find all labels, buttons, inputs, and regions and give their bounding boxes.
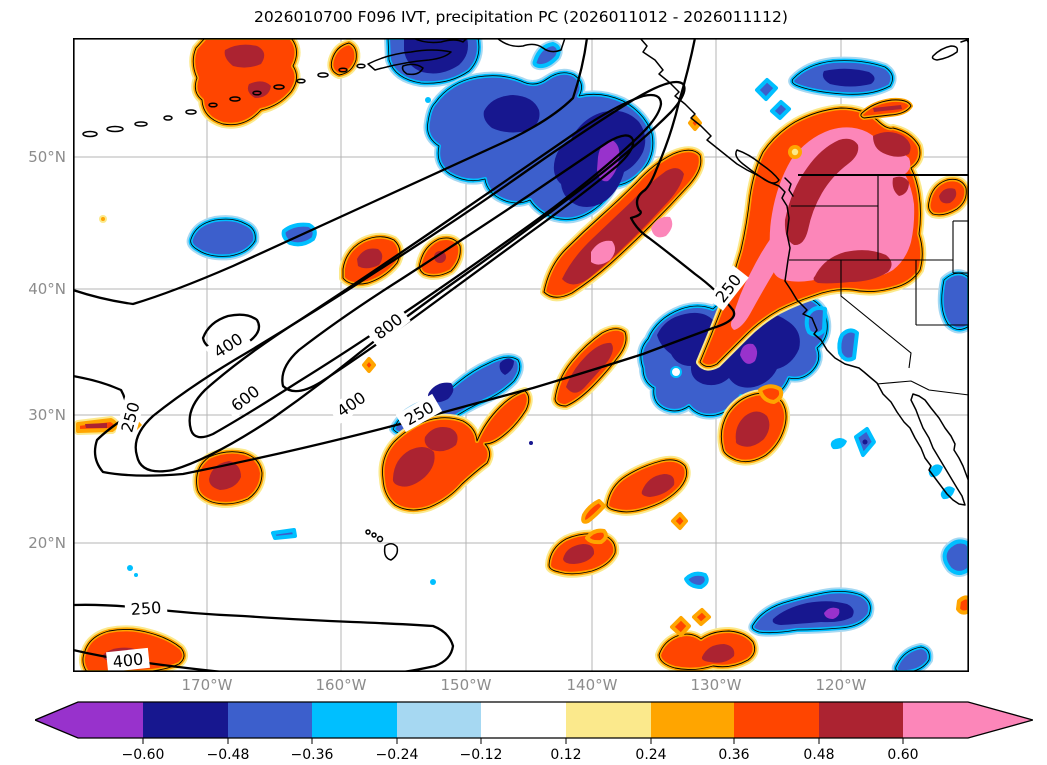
colorbar-seg-9 <box>819 702 903 738</box>
colorbar-seg-5 <box>481 702 566 738</box>
lon-tick-160w: 160°W <box>315 676 367 694</box>
colorbar-seg-6 <box>566 702 651 738</box>
lon-tick-130w: 130°W <box>690 676 742 694</box>
cbar-label-2: −0.36 <box>291 747 334 763</box>
lon-tick-140w: 140°W <box>566 676 618 694</box>
cbar-label-7: 0.36 <box>718 747 749 763</box>
cbar-label-6: 0.24 <box>635 747 666 763</box>
colorbar-ticks <box>142 738 904 744</box>
lat-tick-20n: 20°N <box>28 534 66 552</box>
colorbar-canvas: −0.60 −0.48 −0.36 −0.24 −0.12 0.12 0.24 … <box>33 701 1036 763</box>
lat-tick-50n: 50°N <box>28 148 66 166</box>
ivt-contour-250-north <box>71 36 589 306</box>
cbar-label-3: −0.24 <box>376 747 419 763</box>
chart-title: 2026010700 F096 IVT, precipitation PC (2… <box>254 8 788 26</box>
colorbar-tick-labels: −0.60 −0.48 −0.36 −0.24 −0.12 0.12 0.24 … <box>122 747 919 763</box>
contour-label-250-south: 250 <box>130 598 162 619</box>
colorbar-seg-7 <box>651 702 734 738</box>
colorbar-seg-2 <box>228 702 312 738</box>
cbar-label-9: 0.60 <box>887 747 918 763</box>
colorbar-arrow-low <box>35 702 143 738</box>
ivt-contour-400 <box>134 80 686 473</box>
lon-tick-170w: 170°W <box>181 676 233 694</box>
lon-tick-120w: 120°W <box>815 676 867 694</box>
cbar-label-1: −0.48 <box>207 747 250 763</box>
map-frame <box>73 38 970 673</box>
coastlines <box>82 37 970 561</box>
colorbar-seg-4 <box>397 702 481 738</box>
contour-label-250-west: 250 <box>117 400 143 434</box>
contour-label-400-south: 400 <box>112 649 144 671</box>
ivt-contour-250-east <box>71 36 736 477</box>
cbar-label-0: −0.60 <box>122 747 165 763</box>
map-canvas: 400 800 600 400 250 250 250 250 400 <box>71 36 970 673</box>
lon-tick-150w: 150°W <box>440 676 492 694</box>
colorbar: −0.60 −0.48 −0.36 −0.24 −0.12 0.12 0.24 … <box>33 701 1036 765</box>
map-area: 400 800 600 400 250 250 250 250 400 <box>71 36 970 673</box>
cbar-label-4: −0.12 <box>460 747 503 763</box>
colorbar-seg-3 <box>312 702 397 738</box>
colorbar-seg-8 <box>734 702 819 738</box>
cbar-label-5: 0.12 <box>550 747 581 763</box>
colorbar-arrow-high <box>903 702 1033 738</box>
colorbar-seg-1 <box>143 702 228 738</box>
hawaii-islands <box>365 529 399 561</box>
cbar-label-8: 0.48 <box>803 747 834 763</box>
lat-tick-40n: 40°N <box>28 280 66 298</box>
state-borders <box>789 174 970 396</box>
lat-tick-30n: 30°N <box>28 406 66 424</box>
